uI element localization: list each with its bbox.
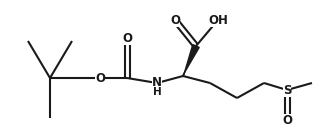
Text: O: O (170, 14, 180, 26)
Text: O: O (282, 113, 292, 127)
Text: S: S (283, 83, 291, 96)
Text: N: N (152, 76, 162, 90)
Text: O: O (122, 31, 132, 44)
Text: O: O (95, 71, 105, 84)
Polygon shape (182, 45, 199, 76)
Text: OH: OH (208, 14, 228, 26)
Text: H: H (153, 87, 161, 97)
